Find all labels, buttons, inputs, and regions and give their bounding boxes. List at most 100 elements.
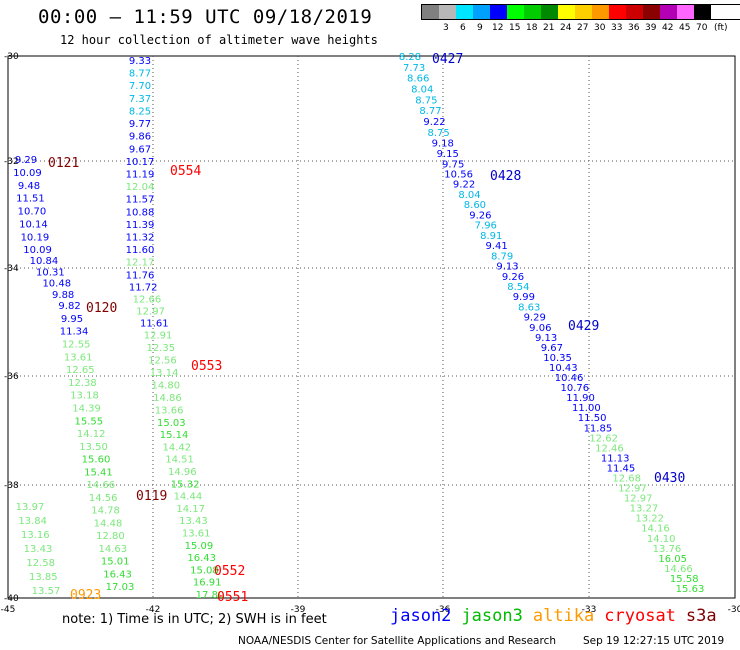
- legend-swatch: [439, 5, 456, 19]
- legend-label: 21: [543, 23, 555, 33]
- wave-height-value: 9.67: [129, 144, 151, 155]
- legend-swatch: [592, 5, 609, 19]
- wave-height-value: 10.35: [543, 353, 572, 364]
- wave-height-value: 8.77: [419, 106, 441, 117]
- legend-label: 70: [696, 23, 708, 33]
- wave-height-value: 12.80: [96, 531, 125, 542]
- legend-swatch: [507, 5, 524, 19]
- wave-height-value: 12.68: [612, 473, 641, 484]
- pass-time-label: 0120: [86, 301, 117, 316]
- wave-height-value: 14.63: [98, 544, 127, 555]
- wave-height-value: 9.13: [535, 333, 557, 344]
- wave-height-value: 8.04: [458, 190, 480, 201]
- wave-height-value: 14.44: [174, 492, 203, 503]
- wave-height-value: 11.51: [16, 194, 45, 205]
- wave-height-value: 12.97: [136, 307, 165, 318]
- wave-height-value: 9.29: [15, 155, 37, 166]
- wave-height-value: 12.35: [146, 343, 175, 354]
- pass-time-label: 0119: [136, 489, 167, 504]
- legend-swatch: [677, 5, 694, 19]
- wave-height-value: 13.76: [653, 544, 682, 555]
- wave-height-value: 13.22: [635, 514, 664, 525]
- wave-height-value: 12.58: [26, 558, 55, 569]
- wave-height-value: 13.85: [29, 572, 58, 583]
- credit-line: NOAA/NESDIS Center for Satellite Applica…: [238, 635, 556, 647]
- wave-height-value: 10.09: [13, 168, 42, 179]
- wave-height-value: 9.99: [513, 292, 535, 303]
- wave-height-value: 9.26: [502, 272, 524, 283]
- wave-height-value: 12.04: [126, 182, 155, 193]
- wave-height-value: 11.72: [129, 282, 158, 293]
- wave-height-value: 10.48: [42, 279, 71, 290]
- wave-height-value: 11.57: [126, 195, 155, 206]
- x-axis-label: -30: [728, 605, 740, 615]
- wave-height-value: 7.73: [403, 63, 425, 74]
- wave-height-value: 10.56: [444, 170, 473, 181]
- legend-label: 3: [443, 23, 449, 33]
- y-axis-label: -40: [4, 594, 19, 604]
- legend-swatch: [422, 5, 439, 19]
- wave-height-value: 10.46: [555, 373, 584, 384]
- wave-height-value: 14.66: [664, 564, 693, 575]
- wave-height-value: 15.41: [84, 467, 113, 478]
- legend-swatch: [558, 5, 575, 19]
- map-frame: [7, 55, 736, 599]
- wave-height-value: 8.75: [428, 128, 450, 139]
- wave-height-value: 12.66: [133, 294, 162, 305]
- wave-height-value: 9.95: [61, 314, 83, 325]
- wave-height-value: 9.41: [486, 241, 508, 252]
- wave-height-value: 8.91: [480, 231, 502, 242]
- wave-height-value: 10.17: [126, 157, 155, 168]
- wave-height-value: 9.29: [524, 313, 546, 324]
- wave-height-value: 10.84: [30, 256, 59, 267]
- wave-height-value: 15.32: [171, 479, 200, 490]
- wave-height-value: 9.77: [129, 119, 151, 130]
- map-subtitle: 12 hour collection of altimeter wave hei…: [60, 33, 378, 47]
- wave-height-value: 11.45: [607, 463, 636, 474]
- wave-height-value: 13.18: [70, 391, 99, 402]
- wave-height-value: 14.42: [163, 442, 192, 453]
- wave-height-value: 10.14: [19, 219, 48, 230]
- wave-height-value: 15.08: [190, 565, 219, 576]
- legend-label: 30: [594, 23, 606, 33]
- wave-height-value: 11.61: [140, 319, 169, 330]
- x-axis-label: -42: [146, 605, 161, 615]
- wave-height-value: 10.88: [126, 207, 155, 218]
- wave-height-value: 8.79: [491, 251, 513, 262]
- legend-label: 18: [526, 23, 538, 33]
- pass-time-label: 0429: [568, 319, 599, 334]
- legend-swatch: [456, 5, 473, 19]
- wave-height-value: 16.05: [658, 554, 687, 565]
- wave-height-value: 9.13: [496, 262, 518, 273]
- wave-height-value: 14.51: [165, 455, 194, 466]
- wave-height-value: 11.60: [126, 245, 155, 256]
- wave-height-value: 13.50: [79, 442, 108, 453]
- wave-height-value: 14.86: [153, 393, 182, 404]
- wave-height-value: 12.38: [68, 378, 97, 389]
- wave-height-value: 13.16: [21, 530, 50, 541]
- x-axis-label: -33: [582, 605, 597, 615]
- wave-height-value: 11.76: [126, 270, 155, 281]
- wave-height-value: 16.91: [193, 578, 222, 589]
- y-axis-label: -32: [4, 157, 19, 167]
- legend-label: 24: [560, 23, 572, 33]
- wave-height-value: 14.96: [168, 467, 197, 478]
- wave-height-value: 12.56: [148, 355, 177, 366]
- legend-label: 39: [645, 23, 657, 33]
- satellite-legend-entry: altika: [532, 606, 595, 626]
- color-legend: 3 6 9 12 15 18 21 24 27 30 33 36 39 42 45 70 (ft): [421, 4, 740, 34]
- wave-height-value: 10.76: [561, 383, 590, 394]
- legend-unit: (ft): [714, 23, 728, 33]
- wave-height-value: 11.90: [566, 393, 595, 404]
- wave-height-value: 9.22: [453, 180, 475, 191]
- wave-height-value: 12.97: [624, 494, 653, 505]
- wave-height-value: 13.57: [32, 586, 61, 597]
- wave-height-value: 14.78: [91, 506, 120, 517]
- wave-height-value: 11.00: [572, 403, 601, 414]
- wave-height-value: 15.55: [74, 416, 103, 427]
- wave-height-value: 9.33: [129, 56, 151, 67]
- wave-height-value: 9.15: [437, 149, 459, 160]
- legend-swatch: [473, 5, 490, 19]
- y-axis-label: -34: [4, 264, 19, 274]
- y-axis-label: -36: [4, 372, 19, 382]
